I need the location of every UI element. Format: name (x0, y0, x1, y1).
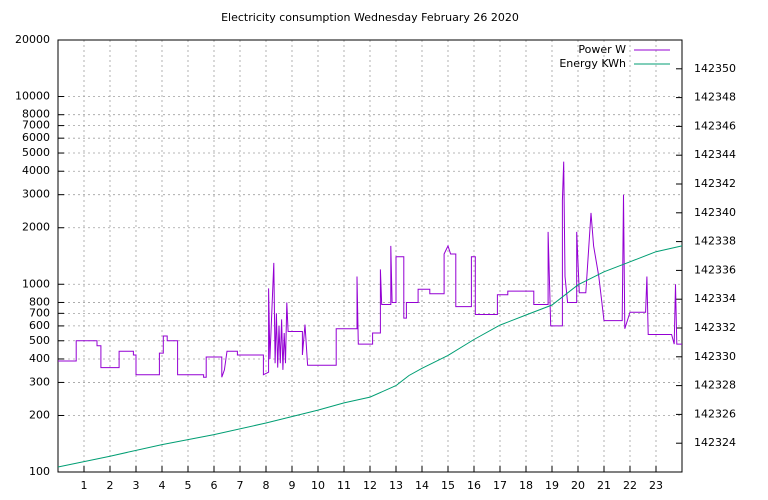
x-tick-label: 4 (159, 479, 166, 492)
y2-tick-label: 142334 (694, 292, 736, 305)
x-tick-label: 14 (415, 479, 429, 492)
y-tick-label: 300 (29, 375, 50, 388)
y-tick-label: 6000 (22, 131, 50, 144)
y-tick-label: 400 (29, 352, 50, 365)
x-tick-label: 16 (467, 479, 481, 492)
y2-tick-label: 142338 (694, 235, 736, 248)
x-tick-label: 12 (363, 479, 377, 492)
y-tick-label: 2000 (22, 221, 50, 234)
chart-title: Electricity consumption Wednesday Februa… (221, 11, 519, 24)
y-tick-label: 8000 (22, 108, 50, 121)
x-tick-label: 6 (211, 479, 218, 492)
x-tick-label: 10 (311, 479, 325, 492)
x-tick-label: 19 (545, 479, 559, 492)
x-tick-label: 8 (263, 479, 270, 492)
x-tick-label: 22 (623, 479, 637, 492)
y-tick-label: 5000 (22, 146, 50, 159)
series-line (58, 161, 682, 378)
y-tick-label: 10000 (15, 90, 50, 103)
y-tick-label: 500 (29, 334, 50, 347)
x-tick-label: 3 (133, 479, 140, 492)
x-tick-label: 20 (571, 479, 585, 492)
y-tick-label: 4000 (22, 164, 50, 177)
y2-tick-label: 142328 (694, 379, 736, 392)
y-tick-label: 100 (29, 465, 50, 478)
legend-label: Energy KWh (559, 57, 626, 70)
y2-tick-label: 142344 (694, 148, 736, 161)
x-tick-label: 18 (519, 479, 533, 492)
y-tick-label: 7000 (22, 119, 50, 132)
x-tick-label: 9 (289, 479, 296, 492)
x-tick-label: 11 (337, 479, 351, 492)
y2-tick-label: 142350 (694, 62, 736, 75)
y-tick-label: 1000 (22, 277, 50, 290)
series-line (57, 245, 683, 468)
x-tick-label: 15 (441, 479, 455, 492)
y2-tick-label: 142348 (694, 91, 736, 104)
y2-tick-label: 142332 (694, 321, 736, 334)
y2-tick-label: 142342 (694, 177, 736, 190)
x-tick-label: 1 (81, 479, 88, 492)
y-tick-label: 600 (29, 319, 50, 332)
y-tick-label: 200 (29, 408, 50, 421)
x-tick-label: 21 (597, 479, 611, 492)
y-tick-label: 20000 (15, 33, 50, 46)
x-tick-label: 7 (237, 479, 244, 492)
x-tick-label: 23 (649, 479, 663, 492)
plot-frame (57, 39, 683, 473)
y-tick-label: 3000 (22, 188, 50, 201)
y2-tick-label: 142326 (694, 407, 736, 420)
x-tick-label: 2 (107, 479, 114, 492)
y2-tick-label: 142330 (694, 350, 736, 363)
y2-tick-label: 142346 (694, 119, 736, 132)
x-tick-label: 13 (389, 479, 403, 492)
legend-label: Power W (578, 43, 626, 56)
y2-tick-label: 142336 (694, 263, 736, 276)
x-tick-label: 5 (185, 479, 192, 492)
y-tick-label: 800 (29, 295, 50, 308)
y2-tick-label: 142324 (694, 436, 736, 449)
y2-tick-label: 142340 (694, 206, 736, 219)
y-tick-label: 700 (29, 306, 50, 319)
x-tick-label: 17 (493, 479, 507, 492)
